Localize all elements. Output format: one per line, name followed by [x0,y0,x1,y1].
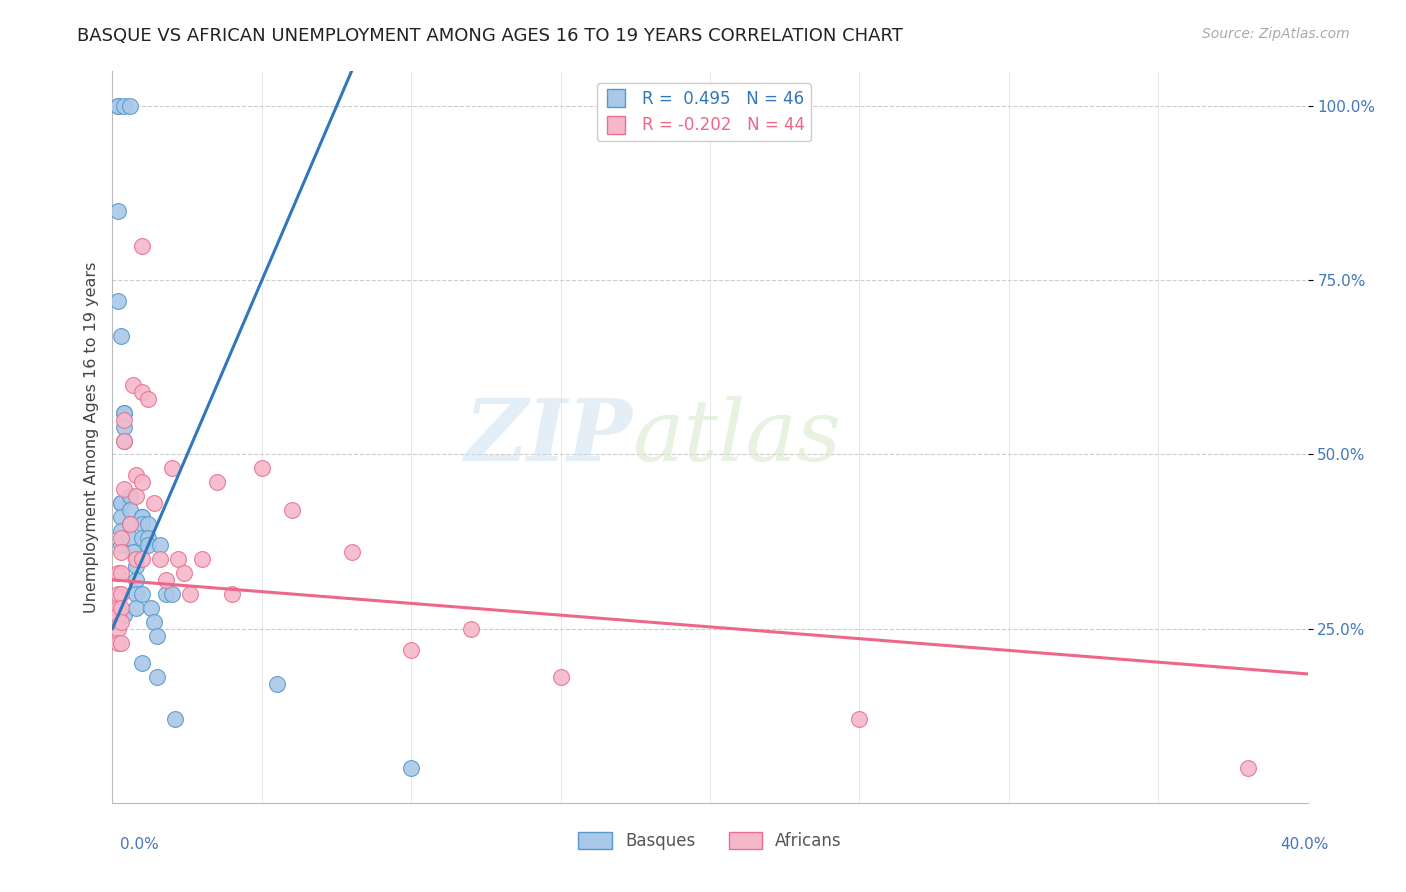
Point [250,461,273,475]
Point [107,99,129,113]
Point [114,406,135,420]
Point [131,384,153,399]
Point [120,517,142,532]
Point [162,587,183,601]
Point [138,392,160,406]
Point [120,503,142,517]
Point [167,552,190,566]
Point [131,552,153,566]
Point [149,552,172,566]
Point [138,538,160,552]
Point [143,615,166,629]
Point [120,489,142,503]
Point [107,566,129,580]
Point [110,635,132,649]
Point [125,468,148,483]
Text: 40.0%: 40.0% [1281,837,1329,852]
Point [114,434,135,448]
Point [131,531,153,545]
Point [107,203,129,218]
Point [114,406,135,420]
Point [125,587,148,601]
Point [162,461,183,475]
Point [131,238,153,252]
Point [131,510,153,524]
Point [107,622,129,636]
Text: 0.0%: 0.0% [120,837,159,852]
Point [114,99,135,113]
Point [107,587,129,601]
Point [107,600,129,615]
Point [848,712,870,726]
Point [107,607,129,622]
Point [266,677,288,691]
Point [114,483,135,497]
Point [114,434,135,448]
Point [1237,761,1260,775]
Point [131,475,153,490]
Point [131,517,153,532]
Point [205,475,228,490]
Point [107,294,129,309]
Point [110,524,132,538]
Point [110,600,132,615]
Point [110,566,132,580]
Point [107,635,129,649]
Text: Source: ZipAtlas.com: Source: ZipAtlas.com [1202,27,1350,41]
Point [120,517,142,532]
Point [141,600,163,615]
Point [340,545,363,559]
Point [110,510,132,524]
Text: ZIP: ZIP [464,395,633,479]
Point [110,538,132,552]
Point [131,657,153,671]
Point [155,587,177,601]
Text: BASQUE VS AFRICAN UNEMPLOYMENT AMONG AGES 16 TO 19 YEARS CORRELATION CHART: BASQUE VS AFRICAN UNEMPLOYMENT AMONG AGE… [77,27,903,45]
Point [125,573,148,587]
Point [191,552,214,566]
Point [401,761,423,775]
Text: atlas: atlas [633,396,841,478]
Point [120,531,142,545]
Point [173,566,195,580]
Point [110,587,132,601]
Point [110,545,132,559]
Point [125,489,148,503]
Point [221,587,243,601]
Point [122,545,145,559]
Point [281,503,304,517]
Point [107,99,129,113]
Point [401,642,423,657]
Point [110,496,132,510]
Point [110,496,132,510]
Point [131,587,153,601]
Point [149,538,172,552]
Point [131,510,153,524]
Point [165,712,187,726]
Point [114,419,135,434]
Point [125,558,148,573]
Point [110,329,132,343]
Point [120,489,142,503]
Point [146,629,169,643]
Point [122,377,145,392]
Point [155,573,177,587]
Point [143,496,166,510]
Point [110,615,132,629]
Point [138,517,160,532]
Point [110,531,132,545]
Point [460,622,482,636]
Point [179,587,201,601]
Point [138,531,160,545]
Point [114,607,135,622]
Point [125,552,148,566]
Point [550,670,572,684]
Point [114,412,135,426]
Point [120,99,142,113]
Point [146,670,169,684]
Y-axis label: Unemployment Among Ages 16 to 19 years: Unemployment Among Ages 16 to 19 years [83,261,98,613]
Point [125,600,148,615]
Legend: Basques, Africans: Basques, Africans [572,825,848,856]
